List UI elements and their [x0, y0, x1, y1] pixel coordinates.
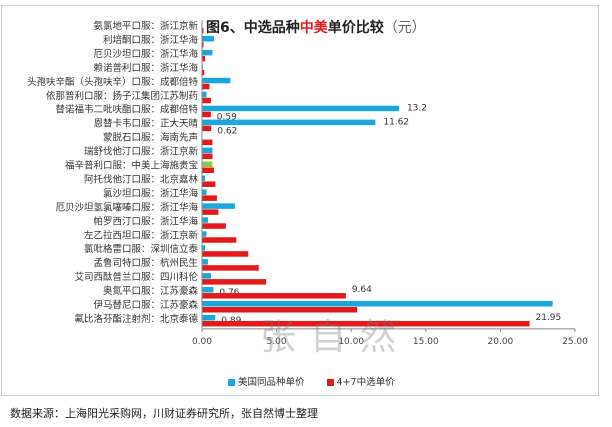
chart-frame: 氨氯地平口服：浙江京新利培酮口服：浙江华海厄贝沙坦口服：浙江华海 赖诺普利口服：浙… [1, 5, 599, 396]
category-label: 伊马替尼口服：江苏豪森 [93, 299, 198, 311]
bar-us [202, 161, 213, 167]
category-label: 氯沙坦口服：浙江华海 [103, 187, 199, 199]
category-label: 赖诺普利口服：浙江华海 [93, 62, 198, 74]
data-label: 0.62 [217, 127, 237, 137]
bar-cn [202, 251, 249, 257]
legend-swatch-red [326, 379, 334, 386]
bar-cn [202, 209, 219, 215]
category-label: 瑞舒伐他汀口服：浙江京新 [84, 146, 199, 158]
category-label: 头孢呋辛酯（头孢呋辛）口服：成都倍特 [27, 76, 199, 88]
bar-cn [202, 111, 211, 118]
title-highlight: 中美 [299, 20, 328, 36]
bar-cn [202, 195, 217, 201]
data-label: 0.59 [217, 113, 237, 123]
category-label: 恩替卡韦口服：正大天晴 [93, 118, 198, 130]
bar-us [202, 49, 213, 56]
bar-us [202, 105, 399, 112]
bar-us [202, 175, 205, 181]
category-label: 奥氮平口服：江苏豪森 [103, 285, 199, 297]
category-label: 左乙拉西坦口服：浙江京新 [84, 229, 199, 241]
bar-us [202, 189, 207, 195]
bar-cn [202, 167, 214, 173]
category-label: 氟比洛芬酯注射剂：北京泰德 [74, 313, 198, 325]
bar-us [202, 273, 211, 279]
bar-chart: 氨氯地平口服：浙江京新利培酮口服：浙江华海厄贝沙坦口服：浙江华海赖诺普利口服：浙… [27, 20, 588, 347]
bar-cn [202, 153, 213, 160]
bar-cn [202, 293, 346, 299]
bar-cn [202, 223, 226, 229]
legend-swatch-blue [228, 379, 235, 386]
bar-cn [202, 307, 358, 313]
legend-item-cn: 4+7中选单价 [326, 374, 395, 388]
bar-us [202, 245, 205, 251]
bar-cn [202, 69, 205, 76]
bar-cn [202, 181, 216, 187]
bar-us [202, 147, 213, 154]
category-label: 蒙脱石口服：海南先声 [103, 132, 198, 144]
data-label: 21.95 [535, 313, 561, 323]
category-label: 厄贝沙坦口服：浙江华海 [93, 48, 198, 60]
legend-item-us: 美国同品种单价 [228, 374, 305, 388]
category-label: 帕罗西汀口服：浙江华海 [93, 215, 198, 227]
bar-us [202, 35, 214, 42]
bar-us [202, 301, 553, 307]
x-tick-label: 5.00 [267, 337, 287, 347]
bar-us [202, 259, 208, 265]
title-part: 图6、中选品种 [206, 20, 300, 36]
category-label: 阿托伐他汀口服：北京嘉林 [84, 173, 199, 185]
watermark: 张自然 [260, 317, 411, 358]
bar-us [202, 231, 207, 237]
bar-cn [202, 97, 211, 104]
legend: 美国同品种单价 4+7中选单价 [228, 374, 395, 388]
category-label: 孟鲁司特口服：杭州民生 [93, 257, 198, 269]
bar-us [202, 287, 214, 293]
category-label: 替诺福韦二吡呋酯口服：成都倍特 [55, 104, 198, 116]
legend-label: 4+7中选单价 [336, 377, 395, 388]
bar-cn [202, 41, 204, 48]
bar-cn [202, 139, 213, 146]
category-label: 厄贝沙坦氢氯噻嗪口服：浙江华海 [55, 201, 198, 213]
bar-us [202, 119, 376, 126]
data-label: 11.62 [383, 118, 409, 128]
bar-cn [202, 125, 212, 132]
title-part: 单价比较 [327, 20, 384, 36]
bar-cn [202, 265, 259, 271]
bar-us [202, 217, 208, 223]
chart-title: 图6、中选品种中美单价比较（元） [206, 17, 426, 37]
x-tick-label: 10.00 [338, 337, 364, 347]
category-label: 艾司西酞普兰口服：四川科伦 [74, 271, 198, 283]
data-label: 9.64 [352, 285, 372, 295]
bar-us [202, 77, 231, 84]
title-unit: （元） [383, 20, 426, 36]
source-note: 数据来源：上海阳光采购网，川财证券研究所，张自然博士整理 [10, 407, 318, 420]
legend-label: 美国同品种单价 [238, 377, 305, 388]
bar-cn [202, 28, 204, 34]
bar-us [202, 91, 207, 98]
category-label: 利培酮口服：浙江华海 [103, 34, 199, 46]
x-tick-label: 0.00 [192, 337, 212, 347]
bar-us [202, 314, 216, 321]
x-tick-label: 15.00 [413, 337, 439, 347]
data-label: 13.2 [407, 104, 427, 114]
bar-cn [202, 237, 237, 243]
category-label: 氨氯地平口服：浙江京新 [93, 20, 198, 32]
category-label: 依那普利口服：扬子江集团江苏制药 [46, 90, 198, 102]
category-label: 福辛普利口服：中美上海施贵宝 [65, 160, 198, 172]
x-tick-label: 20.00 [488, 337, 514, 347]
bar-cn [202, 320, 530, 327]
bar-cn [202, 83, 210, 90]
category-label: 氯吡格雷口服：深圳信立泰 [84, 243, 199, 255]
x-tick-label: 25.00 [562, 337, 588, 347]
bar-us [202, 203, 235, 209]
bar-cn [202, 55, 205, 62]
bar-cn [202, 279, 267, 285]
